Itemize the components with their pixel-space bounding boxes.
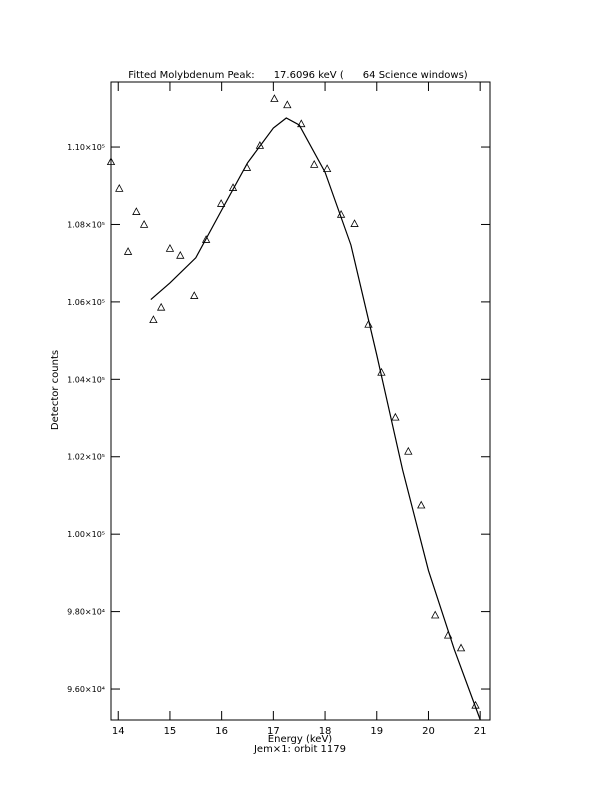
data-point <box>283 100 292 109</box>
data-point <box>132 207 141 215</box>
y-tick-label: 1.02×10⁵ <box>67 453 105 462</box>
data-point <box>139 220 149 228</box>
chart-title: Fitted Molybdenum Peak: 17.6096 keV ( 64… <box>128 70 468 81</box>
data-point <box>216 199 226 207</box>
data-point <box>115 184 124 192</box>
data-point <box>123 247 133 255</box>
y-tick-label: 1.06×10⁵ <box>67 298 105 307</box>
data-point <box>456 643 466 652</box>
data-point <box>176 250 185 259</box>
data-point <box>297 119 306 128</box>
data-point <box>417 500 426 509</box>
subtitle: Jem×1: orbit 1179 <box>253 744 346 755</box>
data-point <box>156 302 166 311</box>
fit-curve <box>150 117 481 720</box>
data-point <box>350 219 359 227</box>
data-point <box>270 94 279 102</box>
data-point <box>322 164 332 173</box>
data-point <box>149 315 158 323</box>
y-tick-label: 1.00×10⁵ <box>67 530 105 539</box>
x-tick-label: 21 <box>474 726 487 737</box>
plot-frame <box>110 81 491 721</box>
y-axis-label: Detector counts <box>50 350 61 430</box>
x-tick-label: 14 <box>112 726 125 737</box>
x-tick-label: 15 <box>164 726 177 737</box>
y-tick-label: 9.60×10⁴ <box>67 685 105 694</box>
x-tick-label: 16 <box>215 726 228 737</box>
y-tick-label: 1.04×10⁵ <box>67 375 105 384</box>
data-point <box>190 291 199 299</box>
data-point <box>106 157 116 166</box>
x-tick-label: 18 <box>319 726 332 737</box>
data-point <box>201 235 211 243</box>
y-tick-label: 1.08×10⁵ <box>67 220 105 229</box>
x-tick-label: 20 <box>422 726 435 737</box>
data-point <box>165 244 175 252</box>
data-point <box>431 610 440 619</box>
x-tick-label: 17 <box>267 726 280 737</box>
data-point <box>310 160 319 168</box>
y-tick-label: 1.10×10⁵ <box>67 143 105 152</box>
x-axis-label: Energy (keV) <box>268 734 333 745</box>
data-point <box>255 141 265 149</box>
data-point <box>404 446 413 455</box>
x-tick-label: 19 <box>370 726 383 737</box>
data-point <box>364 319 373 328</box>
y-tick-label: 9.80×10⁴ <box>67 608 105 617</box>
data-point <box>391 412 400 421</box>
